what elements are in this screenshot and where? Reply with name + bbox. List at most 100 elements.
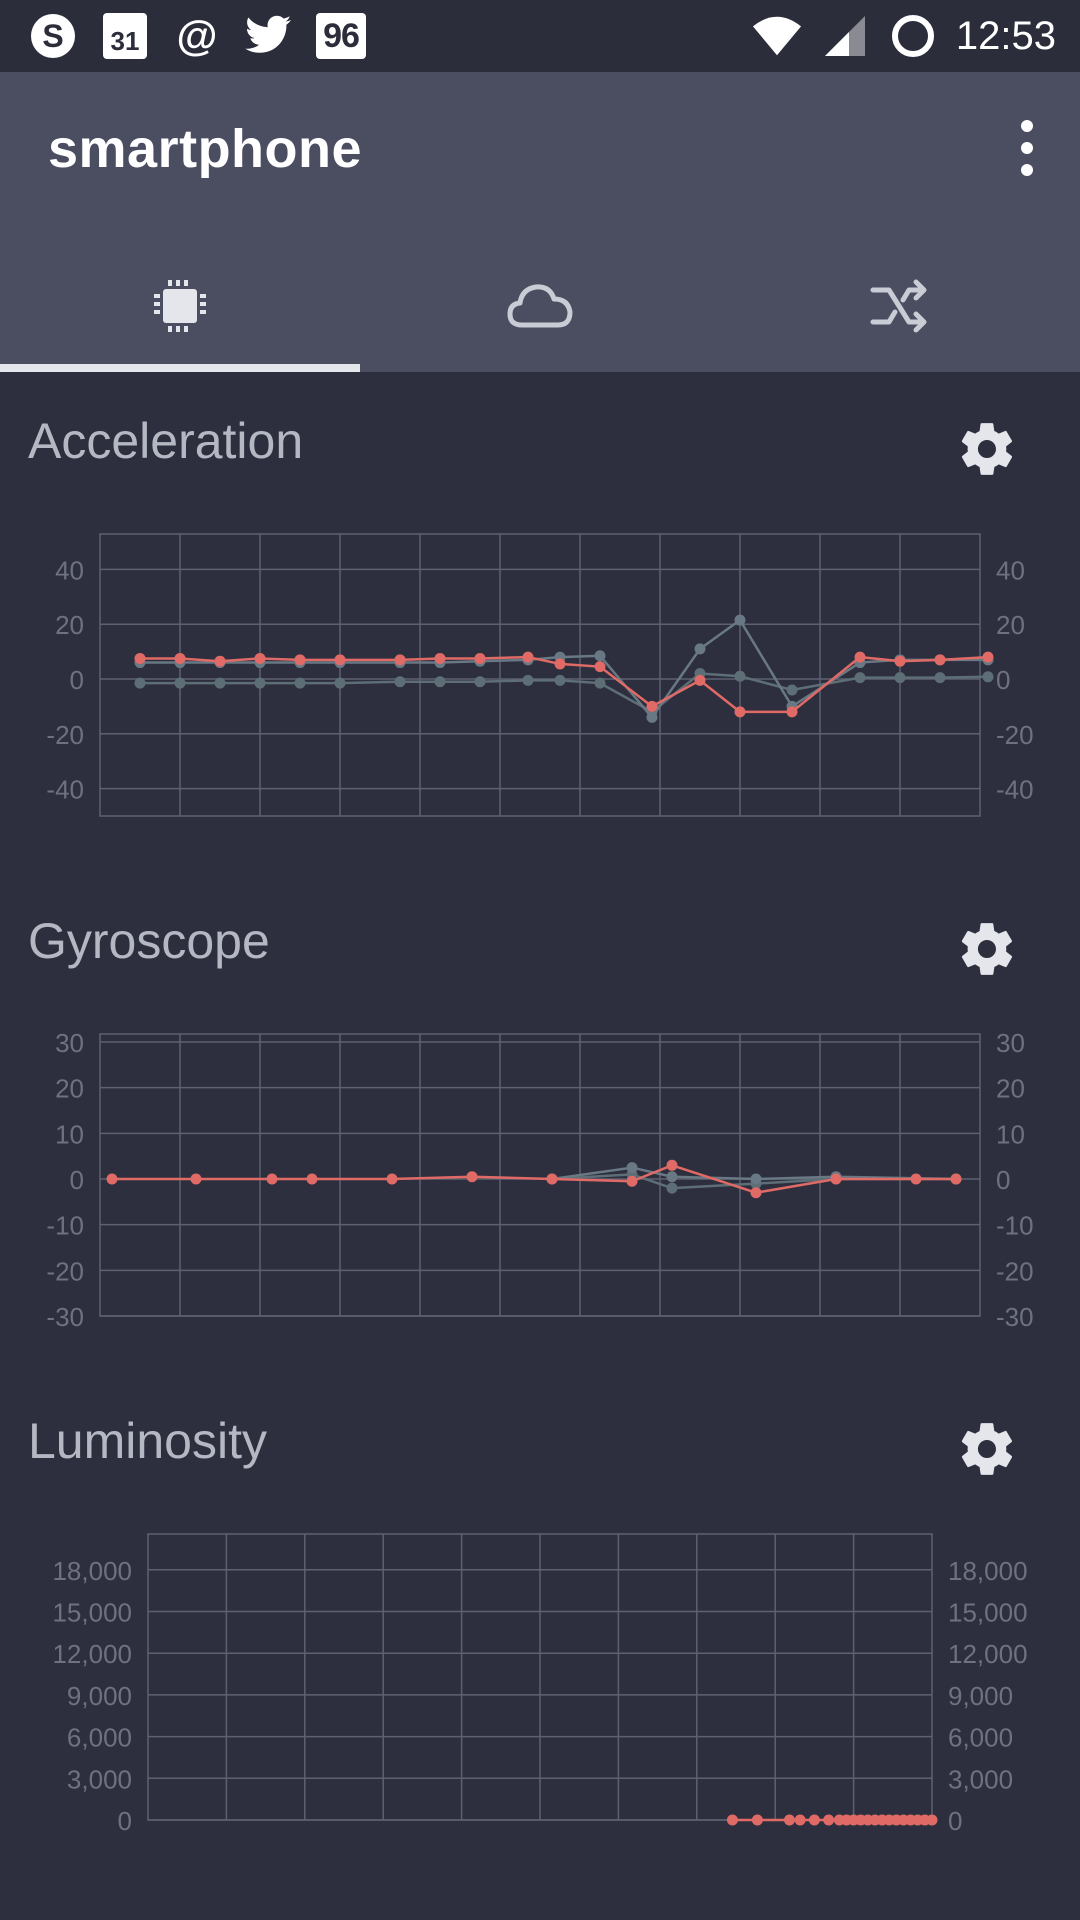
y-tick-label: -20 [46, 720, 84, 750]
data-point [522, 674, 534, 686]
wifi-icon [752, 11, 802, 61]
y-tick-label: 0 [118, 1806, 132, 1836]
data-point [266, 1173, 278, 1185]
data-point [808, 1814, 820, 1826]
status-bar: S 31 @ 96 12:53 [0, 0, 1080, 72]
data-point [594, 661, 606, 673]
gear-icon[interactable] [956, 418, 1018, 480]
data-point [554, 658, 566, 670]
data-point [751, 1814, 763, 1826]
data-point [626, 1175, 638, 1187]
y-tick-label: 20 [996, 610, 1025, 640]
y-tick-label: 6,000 [67, 1723, 132, 1753]
data-point [894, 655, 906, 667]
y-tick-label: -10 [996, 1211, 1034, 1241]
y-tick-label: 6,000 [948, 1723, 1013, 1753]
data-point [694, 643, 706, 655]
series-line [140, 618, 988, 720]
data-point [626, 1162, 638, 1174]
gear-icon[interactable] [956, 918, 1018, 980]
cloud-icon [507, 284, 573, 328]
data-point [734, 670, 746, 682]
y-tick-label: 18,000 [948, 1556, 1028, 1586]
data-point [934, 654, 946, 666]
data-point [666, 1171, 678, 1183]
skype-icon: S [28, 11, 78, 61]
twitter-icon [244, 11, 294, 61]
calendar-day: 31 [103, 13, 147, 59]
app-title: smartphone [48, 119, 363, 179]
data-point [786, 684, 798, 696]
y-tick-label: -30 [46, 1302, 84, 1332]
at-icon: @ [176, 12, 218, 59]
y-tick-label: 20 [996, 1074, 1025, 1104]
data-point [830, 1173, 842, 1185]
data-point [786, 706, 798, 718]
data-point [190, 1173, 202, 1185]
data-point [334, 654, 346, 666]
y-tick-label: 9,000 [67, 1681, 132, 1711]
plot-frame [99, 1033, 981, 1317]
y-tick-label: 0 [996, 665, 1010, 695]
data-point [734, 614, 746, 626]
tab-bar [0, 240, 1080, 372]
y-tick-label: -10 [46, 1211, 84, 1241]
sync-icon [888, 11, 938, 61]
y-tick-label: -20 [996, 720, 1034, 750]
data-point [294, 677, 306, 689]
badge-number: 96 [316, 13, 366, 59]
shuffle-icon [870, 279, 927, 333]
data-point [254, 677, 266, 689]
chip-icon [154, 280, 206, 332]
data-point [666, 1182, 678, 1194]
y-tick-label: 12,000 [948, 1639, 1028, 1669]
data-point [434, 652, 446, 664]
y-tick-label: 0 [996, 1165, 1010, 1195]
tab-sensors[interactable] [0, 240, 360, 372]
y-tick-label: 0 [948, 1806, 962, 1836]
data-point [910, 1173, 922, 1185]
gyroscope-chart: 30 30 20 20 10 10 0 0 -10 -10 -20 -20 -30 -30 [46, 1028, 1034, 1332]
data-point [694, 674, 706, 686]
y-tick-label: 0 [70, 665, 84, 695]
y-tick-label: 30 [996, 1028, 1025, 1058]
data-point [174, 677, 186, 689]
tab-indicator [0, 364, 360, 372]
y-tick-label: 40 [996, 555, 1025, 585]
y-tick-label: 18,000 [52, 1556, 132, 1586]
y-tick-label: 10 [996, 1119, 1025, 1149]
tab-shuffle[interactable] [720, 240, 1080, 372]
gear-icon[interactable] [956, 1418, 1018, 1480]
data-point [306, 1173, 318, 1185]
series-line [140, 655, 989, 714]
data-point [254, 652, 266, 664]
data-point [934, 672, 946, 684]
data-point [474, 676, 486, 688]
app-bar: smartphone [0, 72, 1080, 372]
data-point [386, 1173, 398, 1185]
y-tick-label: -40 [996, 775, 1034, 805]
series-line [140, 672, 989, 714]
y-tick-label: 15,000 [948, 1598, 1028, 1628]
y-tick-label: -20 [46, 1256, 84, 1286]
tab-cloud[interactable] [360, 240, 720, 372]
data-point [854, 651, 866, 663]
section-title: Luminosity [28, 1413, 267, 1469]
data-point [734, 706, 746, 718]
calendar-icon: 31 [100, 11, 150, 61]
y-tick-label: 30 [55, 1028, 84, 1058]
y-tick-label: 10 [55, 1119, 84, 1149]
data-point [174, 652, 186, 664]
y-tick-label: 12,000 [52, 1639, 132, 1669]
data-point [594, 677, 606, 689]
data-point [134, 677, 146, 689]
luminosity-chart: 18,000 18,000 15,000 15,000 12,000 12,000 9,00… [52, 1533, 1028, 1836]
data-point [926, 1814, 938, 1826]
y-tick-label: 20 [55, 610, 84, 640]
series-line [112, 1163, 956, 1194]
data-point [594, 650, 606, 662]
data-point [434, 676, 446, 688]
more-vert-icon[interactable] [1012, 120, 1042, 176]
section-title: Acceleration [28, 413, 304, 469]
data-point [666, 1159, 678, 1171]
